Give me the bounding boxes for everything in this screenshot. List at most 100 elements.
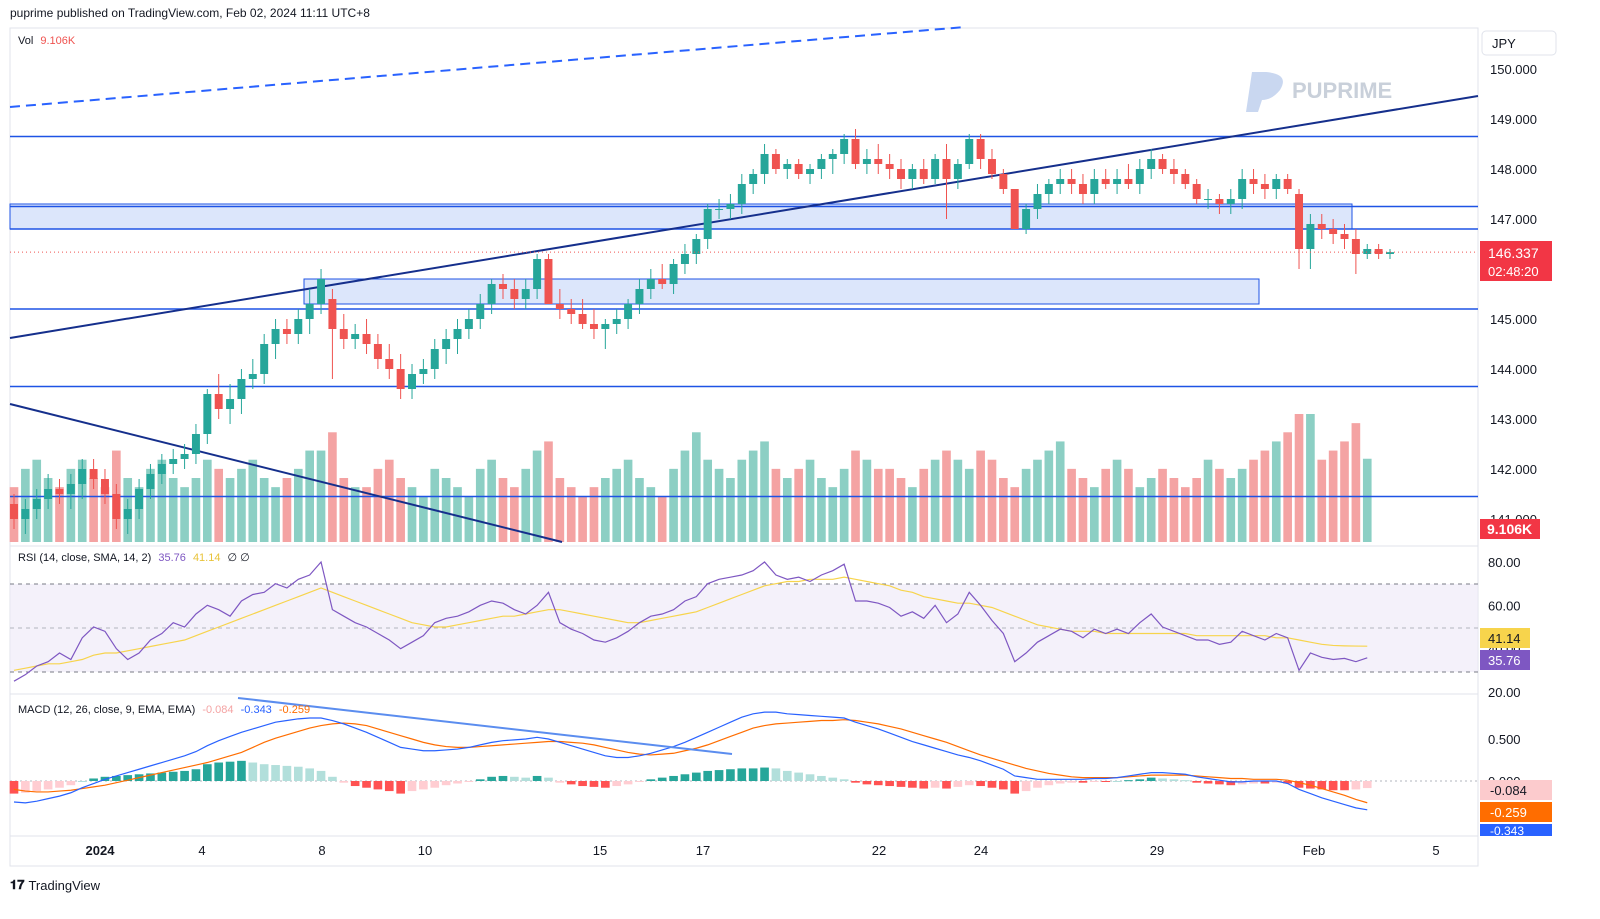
macd-hist-tag: -0.084 [1480, 780, 1552, 800]
candle-body [988, 159, 996, 174]
volume-bar [566, 487, 576, 542]
countdown: 02:48:20 [1488, 264, 1539, 279]
candle-body [66, 484, 75, 494]
macd-hist-bar [1033, 781, 1042, 788]
macd-hist-bar [612, 781, 622, 787]
volume-bar [271, 487, 280, 542]
candle-body [669, 264, 678, 284]
volume-bar [180, 487, 189, 542]
volume-bar [43, 478, 53, 542]
candle-body [874, 159, 883, 164]
rsi-tick-label: 80.00 [1488, 555, 1521, 570]
macd-hist-bar [908, 781, 917, 788]
volume-bar [1215, 468, 1224, 542]
falling-trendline[interactable] [9, 403, 563, 543]
publisher-line: puprime published on TradingView.com, Fe… [10, 6, 370, 20]
candle-body [1204, 199, 1213, 200]
trendlines-layer[interactable] [9, 26, 1479, 543]
macd-hist-bar [1340, 781, 1349, 791]
volume-bar [1010, 487, 1020, 542]
volume-bar [430, 468, 440, 542]
macd-hist-bar [475, 779, 485, 781]
candle-body [248, 374, 257, 379]
volume-bar [612, 468, 622, 542]
rsi-sma-line [13, 576, 1368, 671]
macd-label: MACD (12, 26, close, 9, EMA, EMA) -0.084… [18, 704, 310, 716]
macd-hist-bar [407, 781, 417, 792]
macd-hist-bar [112, 775, 121, 781]
macd-hist-bar [794, 772, 803, 781]
volume-bar [908, 487, 917, 542]
candle-body [32, 499, 41, 509]
macd-hist-bar [635, 781, 644, 782]
candle-body [55, 489, 64, 494]
candle-body [1010, 189, 1019, 229]
zone-1[interactable] [9, 203, 1353, 230]
currency-button[interactable]: JPY [1481, 30, 1557, 56]
volume-bar [521, 468, 531, 542]
price-axis[interactable]: 150.000149.000148.000147.000146.000145.0… [1488, 62, 1537, 789]
macd-hist-bar [305, 768, 314, 781]
volume-bar [987, 459, 997, 542]
macd-hist-bar [180, 770, 189, 781]
price-tick-label: 142.000 [1490, 462, 1537, 477]
candle-body [749, 174, 758, 184]
macd-hist-bar [293, 766, 303, 781]
volume-bar [203, 459, 212, 542]
price-tick-label: 143.000 [1490, 412, 1537, 427]
volume-bar [794, 468, 803, 542]
macd-hist-bar [191, 769, 201, 781]
macd-hist-bar [89, 778, 98, 781]
volume-bar [100, 487, 110, 542]
candle-body [21, 509, 30, 519]
candle-body [294, 319, 303, 334]
zones-layer [9, 203, 1353, 305]
macd-hist-bar [123, 775, 133, 781]
zone-2[interactable] [303, 278, 1260, 305]
candle-body [999, 174, 1008, 189]
macd-hist-bar [1112, 781, 1122, 782]
volume-bar [714, 468, 724, 542]
candle-body [851, 139, 860, 164]
svg-text:35.76: 35.76 [1488, 653, 1521, 668]
rsi-sma-tag: 41.14 [1480, 628, 1530, 648]
candle-body [1090, 179, 1099, 194]
last-price-tag: 146.337 02:48:20 [1480, 241, 1552, 281]
candle-body [385, 359, 394, 369]
volume-bar [646, 487, 656, 542]
candle-body [1226, 199, 1235, 204]
volume-bar [726, 478, 735, 542]
time-tick-label: 2024 [86, 843, 116, 858]
volume-bar [1362, 458, 1372, 542]
time-tick-label: 15 [593, 843, 607, 858]
macd-hist-bar [987, 781, 997, 788]
volume-bar [930, 459, 940, 542]
macd-hist-bar [66, 781, 76, 786]
macd-hist-bar [1351, 781, 1361, 790]
candle-body [1238, 179, 1247, 199]
candle-body [373, 344, 382, 359]
rsi-band [10, 584, 1478, 672]
time-axis[interactable]: 2024 4 8 10 15 17 22 24 29 Feb 5 [86, 843, 1440, 858]
rising-trendline[interactable] [9, 95, 1479, 339]
macd-hist-bar [680, 774, 690, 781]
macd-hist-bar [521, 777, 531, 781]
macd-hist-bar [248, 762, 258, 781]
macd-hist-bar [1101, 781, 1111, 782]
volume-bar [999, 478, 1008, 542]
candle-body [680, 254, 689, 264]
candle-body [89, 469, 98, 479]
macd-divergence-line[interactable] [237, 697, 733, 755]
volume-bar [282, 478, 292, 542]
macd-hist-bar [589, 781, 599, 787]
svg-text:-0.343: -0.343 [1490, 824, 1524, 838]
svg-text:-0.084: -0.084 [1490, 783, 1527, 798]
time-tick-label: 29 [1150, 843, 1164, 858]
macd-line [13, 711, 1368, 811]
volume-bar [55, 487, 64, 542]
volume-bar [441, 478, 451, 542]
macd-hist-bar [146, 773, 155, 781]
price-tick-label: 147.000 [1490, 212, 1537, 227]
candle-body [1158, 159, 1167, 169]
